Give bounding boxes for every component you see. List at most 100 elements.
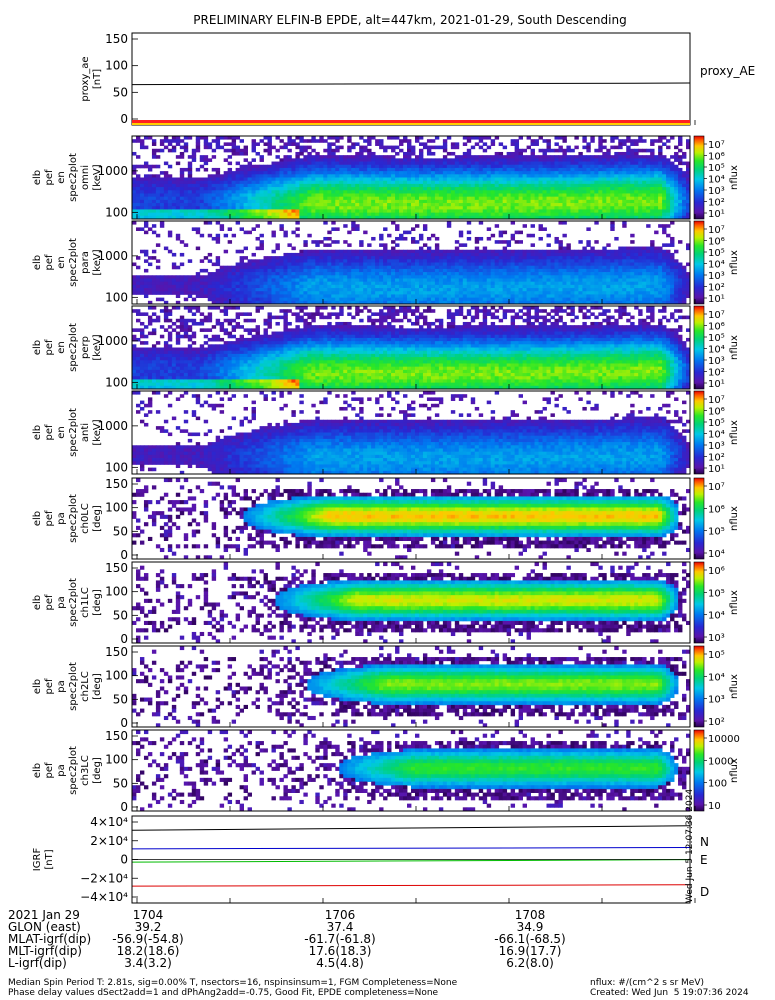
heatmap-cell [430,291,436,295]
heatmap-cell [335,209,340,214]
heatmap-cell [510,281,516,286]
heatmap-cell [295,187,300,191]
heatmap-cell [438,183,444,188]
heatmap-cell [355,158,360,162]
heatmap-cell [307,193,312,198]
heatmap-cell [347,180,352,185]
heatmap-cell [534,294,539,299]
heatmap-cell [327,187,332,191]
heatmap-cell [295,203,300,207]
heatmap-cell [638,206,643,210]
heatmap-cell [303,167,308,172]
heatmap-cell [566,171,571,175]
heatmap-cell [339,294,344,299]
heatmap-cell [490,161,496,166]
heatmap-cell [203,161,209,166]
heatmap-cell [626,174,631,178]
heatmap-cell [630,190,635,194]
heatmap-cell [339,300,344,305]
heatmap-cell [255,275,260,279]
heatmap-cell [347,183,352,188]
heatmap-cell [546,158,551,162]
heatmap-cell [183,196,189,201]
heatmap-cell [203,187,209,191]
heatmap-cell [586,212,591,217]
heatmap-cell [538,136,543,140]
heatmap-cell [411,145,416,150]
heatmap-cell [303,265,308,270]
heatmap-cell [143,183,149,188]
heatmap-cell [538,281,543,286]
heatmap-cell [163,291,169,295]
heatmap-cell [299,275,304,279]
heatmap-cell [458,174,464,178]
heatmap-cell [319,209,324,214]
heatmap-cell [598,183,603,188]
heatmap-cell [610,203,615,207]
heatmap-cell [307,291,312,295]
heatmap-cell [450,278,456,283]
heatmap-cell [231,233,237,238]
heatmap-cell [215,300,221,305]
heatmap-cell [163,177,169,182]
heatmap-cell [263,288,268,292]
heatmap-cell [450,167,456,172]
heatmap-cell [132,199,137,204]
heatmap-cell [351,224,356,228]
heatmap-cell [211,155,217,159]
heatmap-cell [562,278,567,283]
heatmap-cell [670,206,675,210]
heatmap-cell [243,174,248,178]
heatmap-cell [347,243,352,247]
heatmap-cell [343,161,348,166]
heatmap-cell [247,288,252,292]
heatmap-cell [255,142,260,146]
heatmap-cell [542,259,547,263]
heatmap-cell [387,291,392,295]
heatmap-cell [426,215,432,220]
heatmap-cell [534,212,539,217]
heatmap-cell [438,174,444,178]
heatmap-cell [434,177,440,182]
heatmap-cell [542,158,547,162]
heatmap-cell [550,294,555,299]
heatmap-cell [203,206,209,210]
heatmap-cell [175,139,181,143]
heatmap-cell [163,284,169,289]
heatmap-cell [678,203,683,207]
heatmap-cell [275,259,280,263]
heatmap-cell [403,230,408,235]
heatmap-cell [371,259,376,263]
y-tick-label: 0 [120,112,128,126]
heatmap-cell [478,252,484,257]
heatmap-cell [407,284,412,289]
heatmap-cell [399,158,404,162]
heatmap-cell [446,281,452,286]
heatmap-cell [395,180,400,185]
heatmap-cell [458,171,464,175]
heatmap-cell [506,272,512,276]
heatmap-cell [279,278,284,283]
heatmap-cell [478,136,484,140]
heatmap-cell [526,155,531,159]
heatmap-cell [502,262,508,267]
heatmap-cell [486,177,492,182]
heatmap-cell [510,215,516,220]
heatmap-cell [542,193,547,198]
heatmap-cell [263,294,268,299]
heatmap-cell [407,148,412,153]
heatmap-cell [375,171,380,175]
heatmap-cell [466,281,472,286]
heatmap-cell [155,155,161,159]
heatmap-cell [498,262,504,267]
heatmap-cell [275,268,280,273]
heatmap-cell [291,139,296,143]
heatmap-cell [383,174,388,178]
heatmap-cell [514,284,520,289]
heatmap-cell [490,203,496,207]
heatmap-cell [442,180,448,185]
heatmap-cell [323,167,328,172]
heatmap-cell [255,171,260,175]
heatmap-cell [275,199,280,204]
heatmap-cell [371,136,376,140]
